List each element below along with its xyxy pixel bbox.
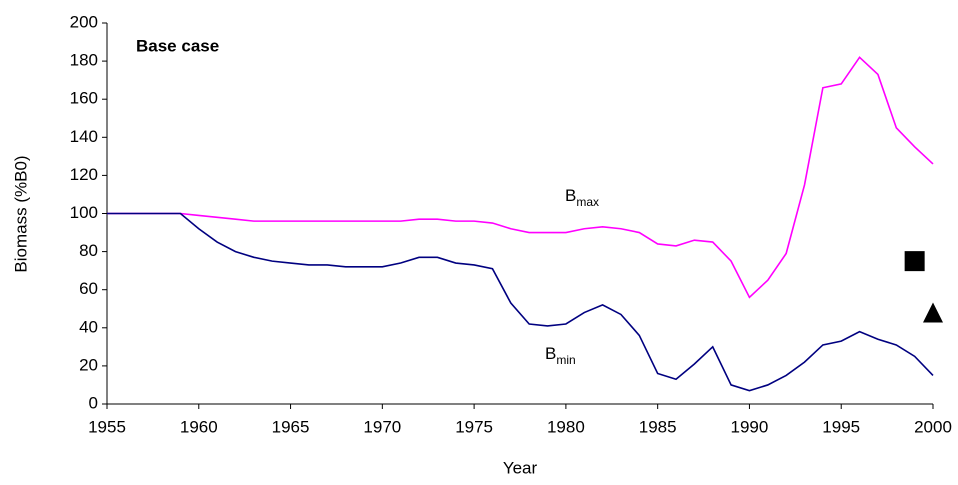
series-label-text: B (545, 344, 556, 363)
y-tick-label: 100 (70, 203, 98, 222)
annotation: Base case (136, 36, 219, 55)
y-axis-label: Biomass (%B0) (11, 155, 30, 272)
series-label: Bmax (565, 186, 599, 209)
y-tick-label: 160 (70, 89, 98, 108)
x-tick-label: 2000 (914, 417, 952, 436)
y-tick-label: 0 (89, 393, 98, 412)
y-tick-label: 200 (70, 12, 98, 31)
y-tick-label: 60 (79, 279, 98, 298)
series-line (107, 212, 934, 392)
series-label: Bmin (545, 344, 576, 367)
y-tick-label: 140 (70, 127, 98, 146)
x-tick-label: 1955 (88, 417, 126, 436)
y-tick-label: 120 (70, 165, 98, 184)
series-label-subscript: min (556, 353, 575, 367)
x-tick-label: 1980 (547, 417, 585, 436)
x-axis-label: Year (503, 458, 538, 477)
x-tick-label: 1975 (455, 417, 493, 436)
point-square (904, 251, 925, 272)
x-tick-label: 1990 (731, 417, 769, 436)
y-tick-label: 180 (70, 51, 98, 70)
x-tick-label: 1985 (639, 417, 677, 436)
x-tick-label: 1960 (180, 417, 218, 436)
series-line (107, 56, 934, 299)
y-tick-label: 20 (79, 355, 98, 374)
y-tick-label: 40 (79, 317, 98, 336)
series-label-subscript: max (576, 195, 599, 209)
x-tick-label: 1965 (272, 417, 310, 436)
point-triangle (923, 302, 943, 323)
y-tick-label: 80 (79, 241, 98, 260)
series-label-text: B (565, 186, 576, 205)
x-tick-label: 1970 (363, 417, 401, 436)
x-tick-label: 1995 (822, 417, 860, 436)
